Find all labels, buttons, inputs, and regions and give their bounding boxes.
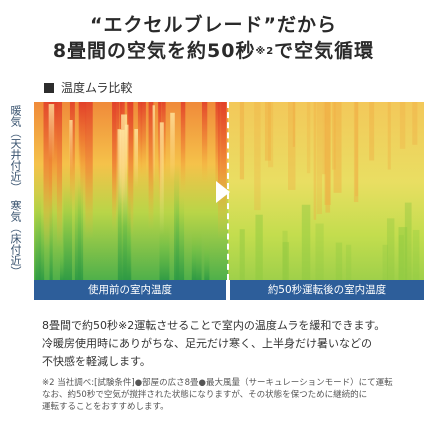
before-caption: 使用前の室内温度	[34, 280, 226, 300]
headline-line-2-tail: で空気循環	[274, 40, 375, 62]
description-line: 8畳間で約50秒※2運転させることで室内の温度ムラを緩和できます。	[42, 319, 386, 332]
footnote-line: 運転することをおすすめします。	[42, 402, 169, 412]
black-square-icon	[44, 82, 54, 93]
after-heatmap	[228, 102, 424, 280]
footnote-line: ※2 当社調べ:[試験条件]●部屋の広さ8畳●最大風量（サーキュレーションモード…	[42, 378, 393, 388]
headline-line-2: 8畳間の空気を約50秒※2で空気循環	[0, 36, 427, 63]
description-line: 不快感を軽減します。	[42, 355, 151, 368]
cold-air-label: 寒気（床付近）	[9, 200, 22, 277]
after-streaks	[239, 102, 420, 280]
headline-line-1: “エクセルブレード”だから	[90, 14, 337, 36]
description-line: 冷暖房使用時にありがちな、足元だけ寒く、上半身だけ暑いなどの	[42, 337, 372, 350]
before-hot-streaks	[35, 102, 227, 280]
after-caption: 約50秒運転後の室内温度	[230, 280, 424, 300]
description-text: 8畳間で約50秒※2運転させることで室内の温度ムラを緩和できます。 冷暖房使用時…	[42, 317, 412, 371]
headline-line-2-main: 8畳間の空気を約50秒	[52, 40, 256, 62]
headline-note-mark: ※2	[255, 46, 275, 57]
section-title-label: 温度ムラ比較	[61, 81, 133, 95]
warm-air-label: 暖気（天井付近）	[9, 105, 22, 193]
footnote: ※2 当社調べ:[試験条件]●部屋の広さ8畳●最大風量（サーキュレーションモード…	[42, 377, 412, 413]
section-title: 温度ムラ比較	[44, 79, 132, 96]
right-arrow-icon	[216, 181, 230, 203]
footnote-line: なお、約50秒で空気が撹拌された状態になりますが、その状態を保つために継続的に	[42, 390, 368, 400]
thermal-comparison-image	[34, 102, 424, 280]
